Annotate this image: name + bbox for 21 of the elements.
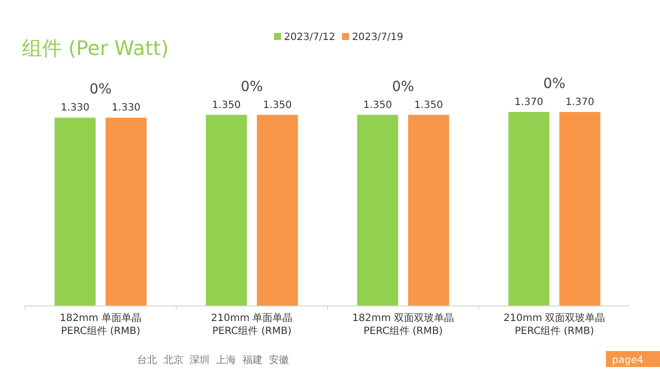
data-label: 1.370 bbox=[566, 97, 594, 108]
text: 台北 北京 深圳 上海 福建 安徽 bbox=[137, 354, 289, 366]
data-label: 1.350 bbox=[212, 100, 241, 111]
text: 0% bbox=[240, 78, 263, 95]
x-tick-label: 182mm 双面双玻单晶 PERC组件 (RMB) bbox=[352, 312, 454, 337]
x-tick-label: 210mm 双面双玻单晶 PERC组件 (RMB) bbox=[504, 312, 606, 337]
data-label: 1.350 bbox=[263, 100, 292, 111]
data-label: 1.350 bbox=[414, 100, 443, 111]
x-tick-label: 210mm 单面单晶 PERC组件 (RMB) bbox=[211, 312, 293, 337]
legend-label: 2023/7/12 bbox=[284, 32, 336, 43]
data-label: 1.350 bbox=[363, 100, 392, 111]
chart-title: 组件 (Per Watt) bbox=[22, 36, 169, 60]
text: 0% bbox=[392, 78, 414, 95]
text: page4 bbox=[612, 355, 644, 366]
text: 0% bbox=[543, 76, 566, 92]
x-tick-label: 182mm 单面单晶 PERC组件 (RMB) bbox=[60, 312, 142, 337]
data-label: 1.330 bbox=[60, 102, 90, 114]
data-label: 1.370 bbox=[514, 97, 544, 108]
legend-label: 2023/7/19 bbox=[352, 32, 404, 43]
data-label: 1.330 bbox=[112, 102, 140, 114]
text: 0% bbox=[90, 82, 112, 98]
